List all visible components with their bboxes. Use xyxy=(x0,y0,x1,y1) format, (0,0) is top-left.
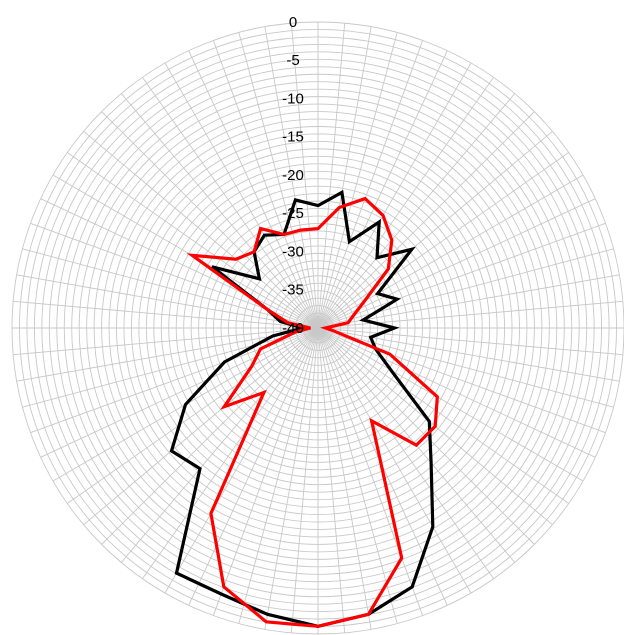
grid-spoke xyxy=(317,327,623,356)
grid-spoke xyxy=(212,40,319,329)
grid-spoke xyxy=(317,40,424,329)
grid-spoke xyxy=(188,50,319,329)
grid-spoke xyxy=(101,111,319,329)
grid-spoke xyxy=(67,152,319,329)
r-tick-label: -10 xyxy=(282,90,304,107)
series-layer xyxy=(169,189,439,628)
grid-spoke xyxy=(120,327,319,563)
grid-spoke xyxy=(317,23,346,329)
grid-spoke xyxy=(317,50,448,329)
grid-spoke xyxy=(317,327,569,504)
grid-spoke xyxy=(317,327,584,482)
grid-spoke xyxy=(40,327,319,458)
grid-spoke xyxy=(188,327,319,606)
grid-spoke xyxy=(317,327,346,633)
r-tick-label: -20 xyxy=(282,167,304,184)
grid-spoke xyxy=(317,26,372,329)
grid-spoke xyxy=(317,327,614,408)
grid-spoke xyxy=(317,248,614,329)
grid-spoke xyxy=(317,93,516,329)
series-line-2 xyxy=(186,196,439,628)
grid-spoke xyxy=(120,93,319,329)
grid-spoke xyxy=(22,327,319,408)
r-tick-label: 0 xyxy=(289,14,297,31)
grid-spoke xyxy=(164,327,319,594)
grid-spoke xyxy=(67,327,319,504)
grid-spoke xyxy=(212,327,319,616)
grid-spoke xyxy=(238,32,319,329)
grid-spoke xyxy=(317,62,472,329)
grid-spoke xyxy=(317,327,620,382)
r-tick-label: -5 xyxy=(286,52,299,69)
grid-spoke xyxy=(13,300,319,329)
polar-grid xyxy=(11,21,624,635)
r-tick-label: -30 xyxy=(282,243,304,260)
grid-spoke xyxy=(317,152,569,329)
grid-spoke xyxy=(317,77,494,329)
grid-spoke xyxy=(317,32,398,329)
grid-spoke xyxy=(317,222,606,329)
grid-spoke xyxy=(317,327,372,630)
r-tick-label: -35 xyxy=(282,282,304,299)
grid-spoke xyxy=(264,26,319,329)
grid-spoke xyxy=(16,274,319,329)
r-tick-label: -40 xyxy=(282,320,304,337)
grid-spoke xyxy=(13,327,319,356)
grid-spoke xyxy=(52,174,319,329)
grid-spoke xyxy=(317,198,596,329)
radial-tick-labels: 0 -5 -10 -15 -20 -25 -30 -35 -40 xyxy=(282,14,304,337)
grid-spoke xyxy=(290,327,319,633)
grid-spoke xyxy=(16,327,319,382)
grid-spoke xyxy=(264,327,319,630)
grid-spoke xyxy=(83,130,319,329)
grid-spoke xyxy=(317,274,620,329)
grid-spoke xyxy=(317,327,494,579)
grid-spoke xyxy=(238,327,319,624)
grid-spoke xyxy=(290,23,319,329)
grid-spoke xyxy=(22,248,319,329)
grid-spoke xyxy=(142,327,319,579)
grid-spoke xyxy=(317,327,596,458)
r-tick-label: -25 xyxy=(282,205,304,222)
grid-spoke xyxy=(317,130,553,329)
grid-spoke xyxy=(83,327,319,526)
grid-spoke xyxy=(142,77,319,329)
grid-spoke xyxy=(30,222,319,329)
grid-spoke xyxy=(317,111,535,329)
grid-spoke xyxy=(164,62,319,329)
grid-spoke xyxy=(317,327,472,594)
grid-spoke xyxy=(40,198,319,329)
grid-spoke xyxy=(317,327,424,616)
grid-spoke xyxy=(317,327,398,624)
grid-spoke xyxy=(101,327,319,545)
r-tick-label: -15 xyxy=(282,129,304,146)
grid-spoke xyxy=(317,300,623,329)
